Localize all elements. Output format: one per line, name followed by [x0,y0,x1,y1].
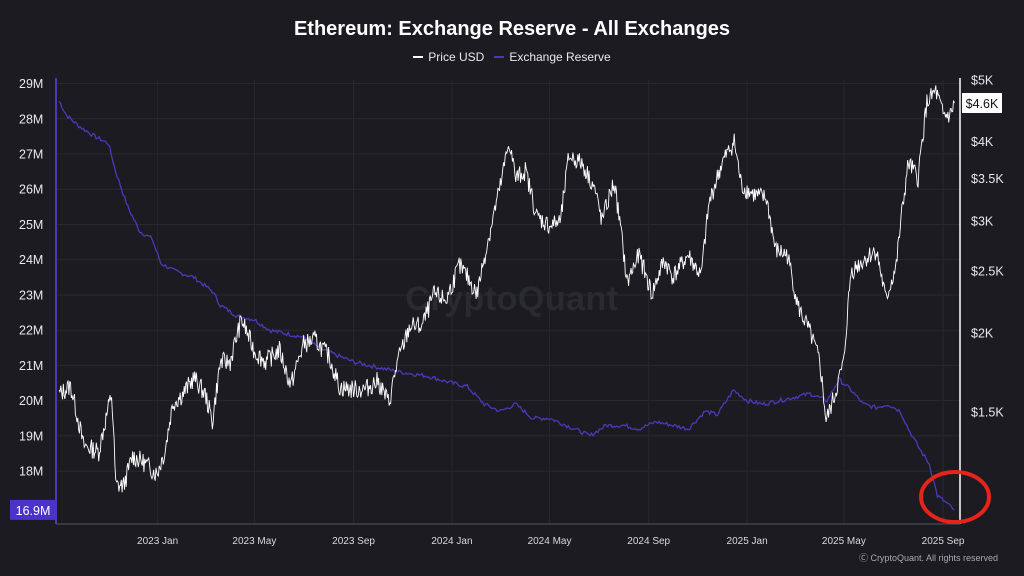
legend-swatch-price [413,56,424,58]
x-tick-label: 2023 Jan [137,536,178,547]
left-tick-label: 19M [19,429,43,443]
left-tick-label: 26M [19,183,43,197]
left-tick-label: 23M [19,288,43,302]
left-tick-label: 27M [19,148,43,162]
x-tick-label: 2025 May [822,536,866,547]
x-tick-label: 2023 May [232,536,276,547]
x-tick-label: 2024 May [528,536,572,547]
price-last-value-badge [962,93,1002,114]
right-tick-label: $5K [971,74,994,88]
right-tick-label: $4K [971,135,994,149]
legend-item-price[interactable]: Price USD [413,50,484,64]
reserve-last-value-label: 16.9M [16,504,51,518]
right-tick-label: $3.5K [971,172,1004,186]
x-tick-label: 2025 Jan [727,536,768,547]
x-tick-label: 2023 Sep [332,536,375,547]
x-tick-label: 2024 Sep [627,536,670,547]
left-tick-label: 28M [19,112,43,126]
legend-label-price: Price USD [428,50,485,64]
left-tick-label: 24M [19,253,43,267]
right-tick-label: $2.5K [971,265,1004,279]
left-tick-label: 25M [19,218,43,232]
left-tick-label: 22M [19,324,43,338]
left-tick-label: 20M [19,394,43,408]
left-tick-label: 18M [19,465,43,479]
legend-swatch-reserve [494,56,505,58]
series-line-price-usd [58,85,955,493]
left-tick-label: 21M [19,359,43,373]
price-last-value-label: $4.6K [966,97,999,111]
right-tick-label: $2K [971,326,994,340]
right-tick-label: $1.5K [971,406,1004,420]
legend: Price USD Exchange Reserve [0,50,1024,64]
copyright: Ⓒ CryptoQuant. All rights reserved [858,553,998,563]
x-tick-label: 2024 Jan [431,536,472,547]
series-line-exchange-reserve [58,100,955,511]
chart-title: Ethereum: Exchange Reserve - All Exchang… [293,18,731,40]
right-tick-label: $3K [971,214,994,228]
highlight-circle [919,470,991,524]
left-tick-label: 29M [19,77,43,91]
reserve-last-value-badge [10,499,56,520]
x-tick-label: 2025 Sep [922,536,965,547]
legend-item-reserve[interactable]: Exchange Reserve [494,50,611,64]
legend-label-reserve: Exchange Reserve [509,50,611,64]
